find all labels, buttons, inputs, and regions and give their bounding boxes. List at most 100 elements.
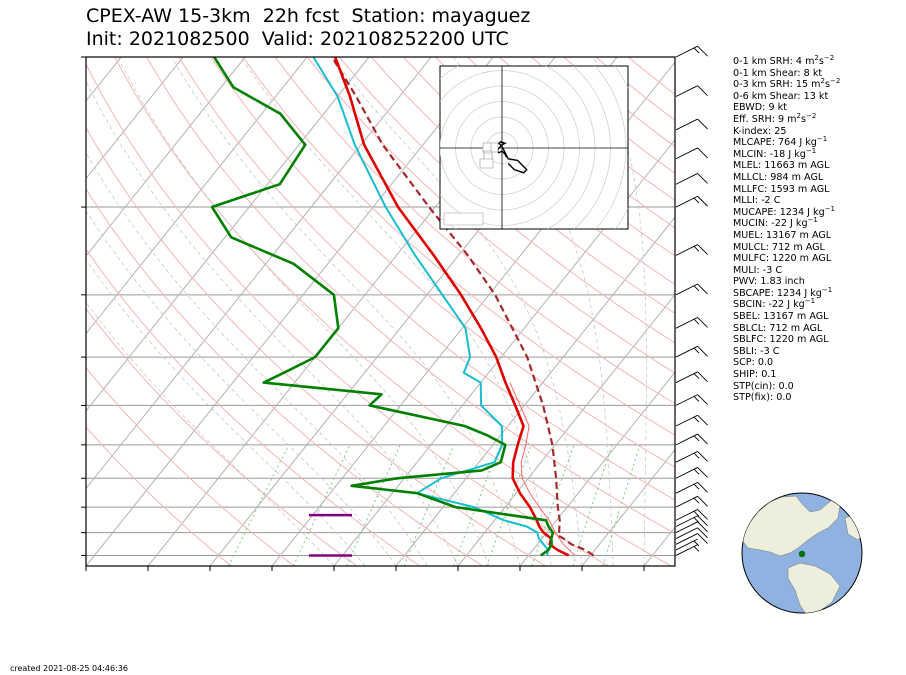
dry-adiabat-line: [86, 188, 483, 566]
dry-adiabat-line: [86, 248, 421, 566]
param-line: MULI: -3 C: [733, 264, 783, 276]
moist-adiabat-line: [331, 57, 583, 566]
wind-barb-flag: [697, 496, 708, 507]
plot-frame: [85, 56, 676, 567]
moist-adiabat-line: [592, 57, 647, 566]
mixing-ratio-line: [292, 444, 351, 566]
wind-barb-flag: [697, 467, 708, 478]
dry-adiabat-line: [338, 57, 675, 344]
wind-barb-half-flag: [693, 483, 700, 490]
param-line: STP(fix): 0.0: [733, 392, 792, 404]
param-line: Eff. SRH: 9 m2s−2: [733, 111, 817, 125]
moist-adiabat-line: [171, 57, 521, 566]
wind-barb: [675, 495, 708, 508]
wind-barb-flag: [697, 451, 708, 462]
wind-barb: [675, 533, 708, 545]
wind-barb-staff: [675, 414, 698, 427]
isotherm-line: [519, 371, 675, 566]
param-line: SHIP: 0.1: [733, 369, 777, 381]
isotherm-line: [395, 216, 675, 566]
virtual_temp-profile-line: [509, 382, 576, 556]
moist-adiabat-line: [86, 80, 459, 566]
wind-barb-flag: [697, 85, 708, 96]
wind-barb-half-flag: [693, 497, 700, 504]
wind-barb-staff: [675, 173, 698, 185]
mixing-ratio-line: [453, 444, 501, 566]
param-line: SBCAPE: 1234 J kg−1: [733, 285, 833, 299]
wind-barb: [675, 345, 708, 358]
param-line: SCP: 0.0: [733, 357, 774, 369]
dry-adiabat-line: [114, 57, 672, 566]
hodograph-height-box: [479, 158, 494, 169]
param-line: MLLCL: 984 m AGL: [733, 171, 824, 183]
wind-barb-half-flag: [693, 318, 700, 325]
wind-barb-flag: [697, 394, 708, 405]
param-line: SBLCL: 712 m AGL: [733, 322, 823, 334]
wind-barb: [675, 371, 708, 383]
sounding-parameters-panel: 0-1 km SRH: 4 m2s−2 0-1 km Shear: 8 kt 0-3…: [733, 54, 903, 404]
wind-barb-half-flag: [693, 510, 700, 517]
wind-barb: [675, 85, 708, 97]
wind-barb-half-flag: [693, 285, 700, 292]
wind-barb-flag: [697, 414, 708, 426]
dry-adiabat-line: [371, 57, 675, 314]
param-line: SBLFC: 1220 m AGL: [733, 334, 829, 346]
param-line: 0-3 km SRH: 15 m2s−2: [733, 77, 841, 91]
isotherm-line: [0, 57, 59, 566]
wind-barb-flag: [697, 509, 708, 520]
wind-barb: [675, 118, 708, 131]
dry-adiabat-line: [242, 57, 675, 436]
wind-barb: [675, 147, 708, 160]
wind-barb-flag: [697, 173, 708, 184]
dewpoint-profile-line: [210, 57, 555, 557]
moist-adiabat-line: [86, 301, 335, 566]
dry-adiabat-line: [86, 367, 295, 566]
north-america-landmass: [742, 495, 841, 557]
wind-barb-half-flag: [693, 468, 700, 475]
wind-barb-flag: [697, 433, 708, 445]
moist-adiabat-line: [86, 152, 428, 566]
wind-barb-half-flag: [693, 517, 700, 523]
mixing-ratio-line: [403, 444, 455, 566]
wind-barb-staff: [675, 147, 698, 160]
wind-barb: [675, 45, 708, 58]
dry-adiabat-line: [146, 57, 675, 535]
south-america-landmass: [787, 562, 841, 613]
param-line: K-index: 25: [733, 125, 787, 137]
isotherm-line: [86, 57, 184, 180]
wind-barb-flag: [697, 521, 708, 533]
wind-barb: [675, 521, 708, 534]
wind-barb-flag: [697, 345, 708, 357]
wind-barb-staff: [675, 283, 698, 296]
wind-barb: [675, 394, 708, 406]
param-line: MUCAPE: 1234 J kg−1: [733, 204, 836, 218]
wind-barb-flag: [697, 118, 708, 130]
moist-adiabat-line: [86, 258, 366, 566]
hodograph-height-box: [482, 142, 492, 153]
wind-barb-staff: [675, 118, 698, 131]
moist-adiabat-line: [86, 209, 397, 566]
wind-barb: [675, 283, 708, 296]
dry-adiabat-line: [210, 57, 675, 468]
wind-barb-flag: [697, 371, 708, 383]
created-timestamp: created 2021-08-25 04:46:36: [10, 664, 128, 673]
wind-barb-half-flag: [693, 452, 700, 459]
wind-barb-half-flag: [693, 246, 700, 252]
chart-title-line-2: Init: 2021082500 Valid: 202108252200 UTC: [86, 28, 509, 50]
wind-barb-flag: [697, 317, 708, 328]
wind-barb: [675, 509, 708, 521]
wind-barb-half-flag: [693, 47, 700, 54]
isotherm-line: [86, 57, 494, 566]
wind-barb-half-flag: [693, 540, 700, 547]
mixing-ratio-line: [346, 444, 401, 566]
param-line: MLLFC: 1593 m AGL: [733, 183, 830, 195]
wind-barb-staff: [675, 527, 698, 539]
moist-adiabat-line: [452, 57, 614, 566]
wind-barb-flag: [697, 527, 708, 539]
wind-barb: [675, 481, 708, 494]
wind-barb-staff: [675, 538, 698, 551]
dry-adiabat-line: [274, 57, 675, 405]
isotherm-line: [457, 293, 675, 566]
mixing-ratio-line: [602, 444, 641, 566]
